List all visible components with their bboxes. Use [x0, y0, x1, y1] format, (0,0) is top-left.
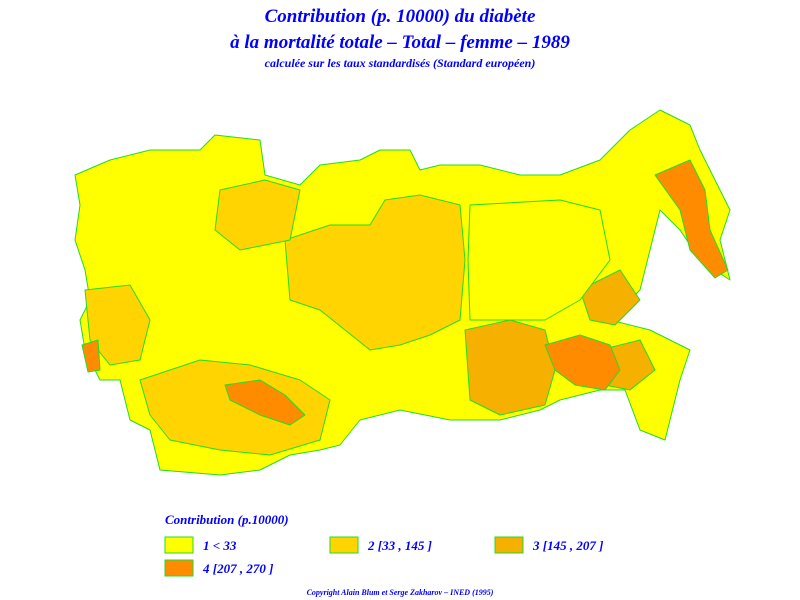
region	[84, 284, 151, 366]
region	[579, 269, 641, 326]
region	[81, 339, 101, 373]
map	[74, 109, 731, 476]
region	[544, 334, 621, 391]
region	[464, 319, 556, 416]
region	[139, 359, 331, 456]
region	[214, 179, 301, 251]
legend-swatch	[329, 536, 359, 554]
legend-swatch	[164, 536, 194, 554]
title-line-1: Contribution (p. 10000) du diabète	[265, 6, 536, 27]
legend-title: Contribution (p.10000)	[165, 512, 289, 527]
region	[224, 379, 306, 426]
legend-label: 4 [207 , 270 ]	[202, 561, 273, 576]
legend-label: 1 < 33	[203, 538, 237, 553]
subtitle: calculée sur les taux standardisés (Stan…	[265, 56, 536, 70]
region	[467, 199, 611, 321]
region	[284, 194, 466, 351]
legend-label: 2 [33 , 145 ]	[367, 538, 432, 553]
legend-label: 3 [145 , 207 ]	[532, 538, 603, 553]
title-line-2: à la mortalité totale – Total – femme – …	[230, 32, 570, 53]
legend: 1 < 33 2 [33 , 145 ] 3 [145 , 207 ] 4 [207 …	[164, 536, 603, 577]
region	[654, 159, 729, 279]
legend-swatch	[494, 536, 524, 554]
footer: Copyright Alain Blum et Serge Zakharov –…	[307, 588, 494, 597]
legend-swatch	[164, 559, 194, 577]
